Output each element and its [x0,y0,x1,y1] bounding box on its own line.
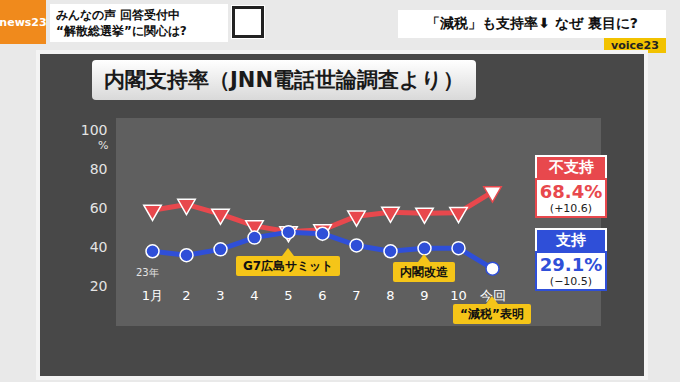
svg-text:2: 2 [182,288,190,303]
html-text:“解散総選挙”に関心は?: “解散総選挙”に関心は? [56,24,187,38]
html-text:内閣支持率（JNN電話世論調査より）: 内閣支持率（JNN電話世論調査より） [104,68,464,92]
html-text:23年: 23年 [136,267,159,278]
svg-text:7: 7 [352,288,360,303]
html-text:29.1%: 29.1% [539,253,603,275]
svg-text:40: 40 [90,239,108,255]
html-text:news23: news23 [0,15,47,29]
html-text:(−10.5): (−10.5) [549,274,593,288]
svg-text:5: 5 [284,288,292,303]
html-text:「減税」も支持率⬇ なぜ 裏目に?: 「減税」も支持率⬇ なぜ 裏目に? [426,15,638,31]
svg-text:10: 10 [450,288,467,303]
svg-text:6: 6 [318,288,326,303]
svg-text:9: 9 [420,288,428,303]
html-text:G7広島サミット: G7広島サミット [242,258,334,273]
html-text:不支持: 不支持 [548,158,594,177]
svg-text:3: 3 [216,288,224,303]
html-text:voice23: voice23 [611,39,659,52]
svg-text:今回: 今回 [479,287,506,303]
svg-text:4: 4 [250,288,258,303]
svg-text:80: 80 [90,161,108,177]
html-text:みんなの声 回答受付中: みんなの声 回答受付中 [56,8,181,22]
svg-text:8: 8 [386,288,394,303]
svg-text:1月: 1月 [142,288,163,303]
svg-text:60: 60 [90,200,108,216]
svg-text:100: 100 [81,122,108,138]
html-text:“減税”表明: “減税”表明 [460,306,524,321]
html-text:支持: 支持 [556,231,586,250]
svg-text:20: 20 [90,278,108,294]
html-text:(+10.6): (+10.6) [549,201,593,215]
html-text:内閣改造: 内閣改造 [400,264,448,279]
html-text:68.4%: 68.4% [539,180,603,202]
